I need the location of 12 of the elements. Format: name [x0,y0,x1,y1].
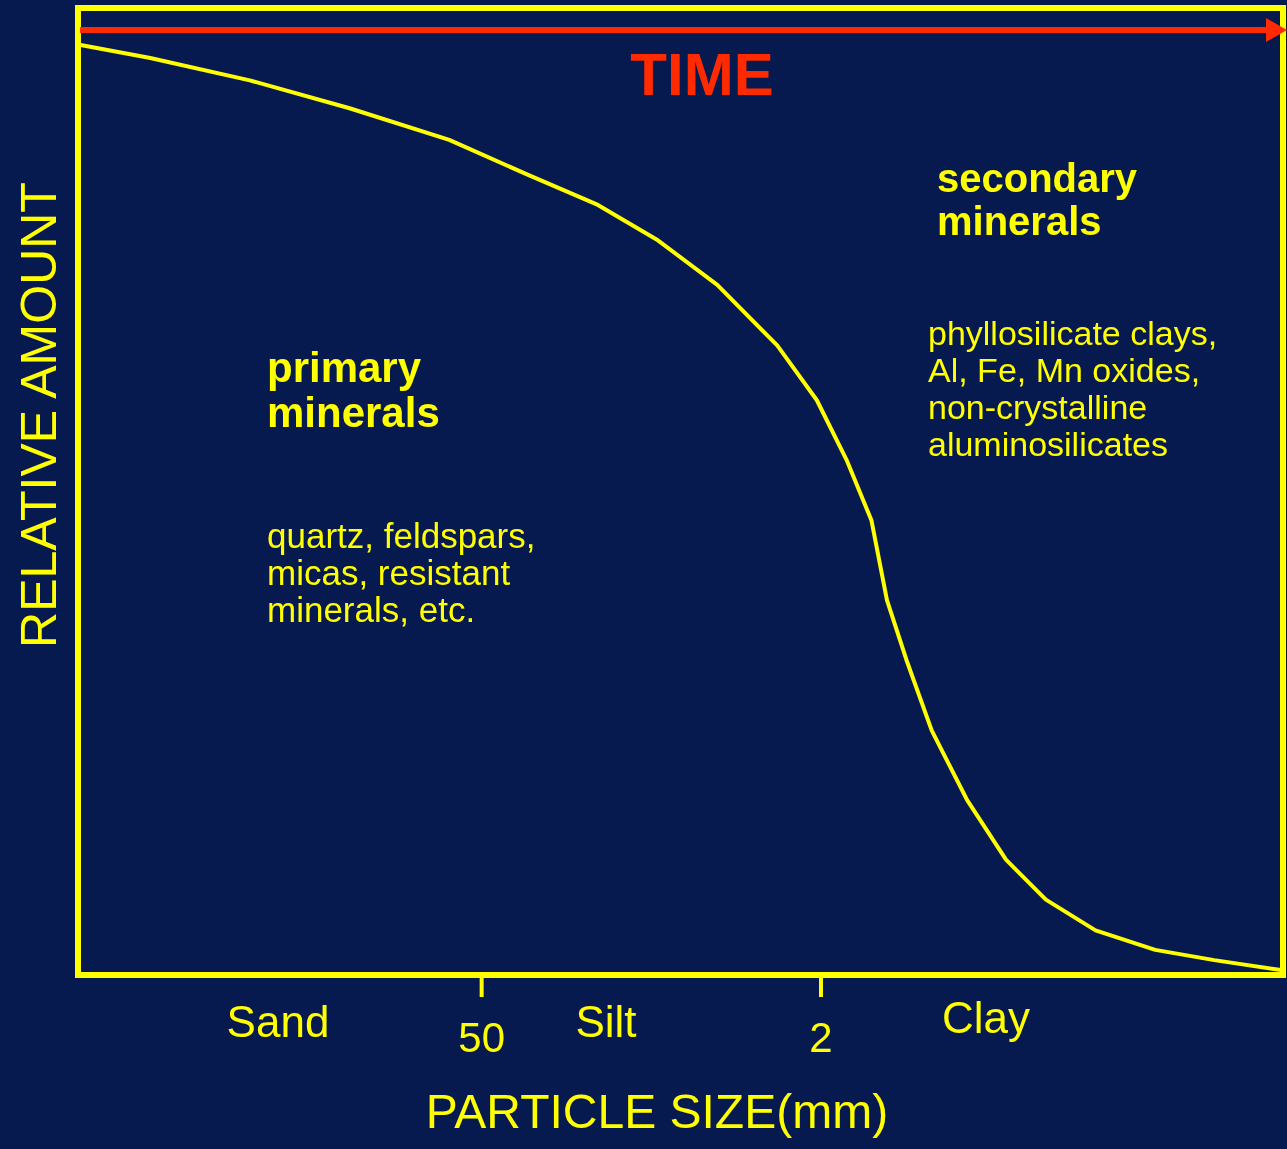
annotation: primary minerals [267,344,440,436]
x-tick-label: 50 [458,1014,506,1061]
text: Silt [575,997,637,1046]
annotation: phyllosilicate clays, Al, Fe, Mn oxides, non-crystalline aluminosilicates [928,314,1218,463]
annotation: quartz, feldspars, micas, resistant minerals, etc. [267,516,536,629]
y-axis-title: RELATIVE AMOUNT [11,182,67,648]
text: Clay [941,993,1031,1042]
text: Sand [226,997,330,1046]
annotation: TIME [630,41,774,108]
x-axis-title: PARTICLE SIZE(mm) [425,1085,889,1138]
annotation: secondary minerals [937,156,1138,243]
x-tick-label: 2 [809,1014,833,1061]
